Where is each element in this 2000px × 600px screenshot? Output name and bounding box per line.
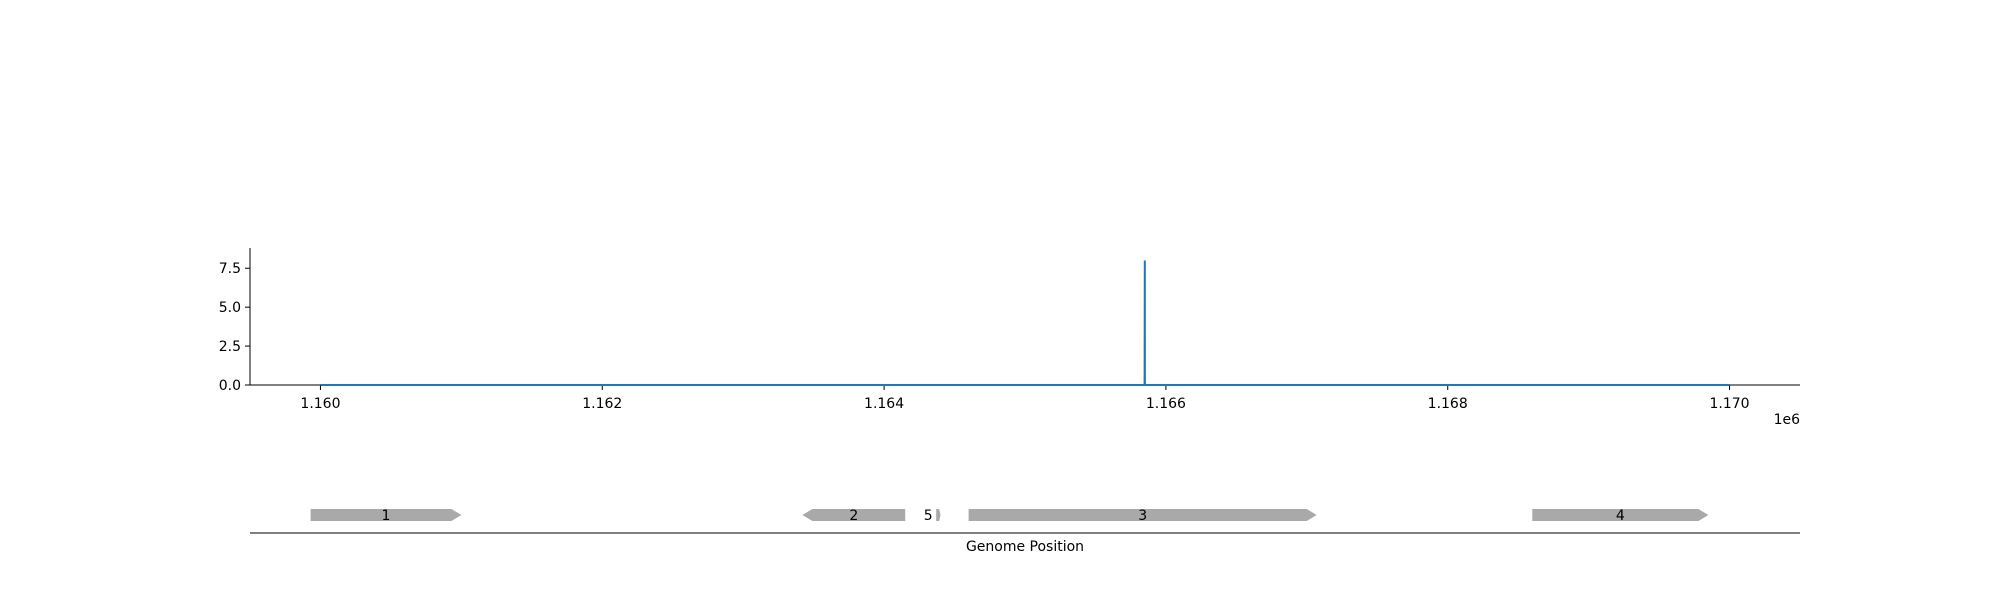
gene-label: 4 (1616, 508, 1625, 524)
x-ticks: 1.160 1.162 1.164 1.166 1.168 1.170 (300, 385, 1750, 412)
gene-label: 1 (382, 508, 391, 524)
x-tick-label: 1.164 (864, 396, 904, 412)
gene-arrow (968, 509, 1317, 521)
gene-arrows: 1 2 5 3 4 (310, 508, 1709, 524)
x-axis-label: Genome Position (966, 539, 1084, 555)
gene-arrow (310, 509, 462, 521)
coverage-plot: 0.02.55.07.5 1.160 1.162 1.164 1.166 1.168 1.… (219, 248, 1800, 428)
gene-label: 3 (1138, 508, 1147, 524)
gene-arrow (936, 509, 941, 521)
y-tick-label: 7.5 (219, 261, 241, 277)
y-tick-label: 0.0 (219, 378, 241, 394)
x-tick-label: 1.170 (1709, 396, 1749, 412)
x-tick-label: 1.162 (582, 396, 622, 412)
x-tick-label: 1.166 (1146, 396, 1186, 412)
gene-label: 5 (924, 508, 933, 524)
coverage-series-line (320, 260, 1730, 386)
x-axis-offset-label: 1e6 (1774, 412, 1801, 428)
x-tick-label: 1.168 (1428, 396, 1468, 412)
x-tick-label: 1.160 (300, 396, 340, 412)
gene-track: 1 2 5 3 4 Genome Position (250, 508, 1800, 555)
gene-label: 2 (849, 508, 858, 524)
gene-arrow (802, 509, 906, 521)
y-ticks: 0.0 2.5 5.0 7.5 (219, 261, 250, 394)
gene-arrow (1532, 509, 1709, 521)
y-tick-label: 2.5 (219, 339, 241, 355)
y-tick-label: 5.0 (219, 300, 241, 316)
